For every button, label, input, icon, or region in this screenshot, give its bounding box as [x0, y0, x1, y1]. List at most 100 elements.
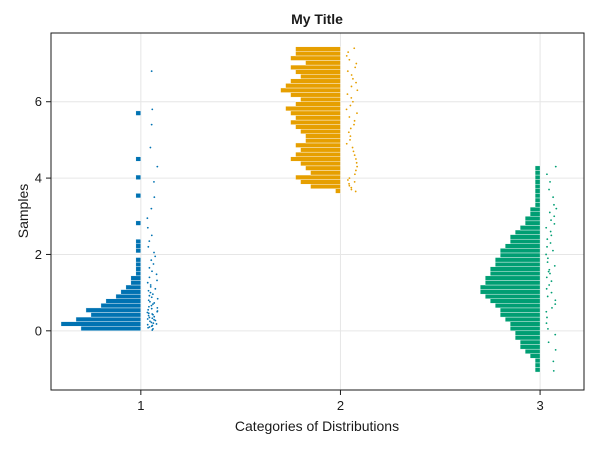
jitter-point: [545, 226, 548, 229]
jitter-point: [348, 58, 351, 61]
jitter-point: [151, 324, 154, 327]
histogram-bar: [484, 275, 541, 281]
histogram-bar: [504, 316, 541, 322]
jitter-point: [151, 313, 154, 315]
jitter-point: [149, 320, 151, 323]
histogram-bar: [499, 248, 541, 254]
jitter-point: [353, 173, 356, 176]
histogram-bar: [135, 193, 142, 199]
histogram-bar: [290, 64, 341, 70]
histogram-bar: [135, 243, 142, 249]
histogram-bar: [479, 284, 541, 290]
jitter-point: [153, 302, 156, 304]
histogram-bar: [300, 96, 341, 102]
jitter-point: [347, 179, 349, 181]
jitter-point: [349, 139, 351, 141]
y-tick-label: 6: [35, 94, 42, 109]
histogram-bar: [290, 156, 341, 162]
histogram-bar: [534, 183, 541, 189]
histogram-bar: [135, 266, 142, 272]
y-tick-label: 2: [35, 247, 42, 262]
jitter-point: [549, 242, 552, 244]
histogram-bar: [529, 211, 541, 217]
jitter-point: [352, 77, 354, 80]
jitter-point: [148, 316, 151, 319]
jitter-points: [146, 47, 558, 372]
jitter-point: [153, 318, 155, 321]
jitter-point: [546, 245, 548, 248]
histogram-bar: [534, 358, 541, 364]
axis-ticks: 1 2 3 0 2 4 6: [35, 94, 544, 413]
jitter-point: [353, 47, 356, 50]
histogram-bar: [280, 87, 341, 93]
histogram-bar: [135, 248, 142, 254]
histogram-bar: [120, 289, 142, 295]
histogram-bar: [290, 110, 341, 116]
jitter-point: [547, 328, 549, 330]
x-axis-label: Categories of Distributions: [235, 418, 399, 434]
jitter-point: [356, 112, 358, 115]
histogram-bar: [479, 289, 541, 295]
jitter-point: [147, 308, 150, 311]
histogram-bar: [290, 119, 341, 125]
histogram-bar: [285, 106, 341, 112]
jitter-point: [546, 316, 548, 319]
histogram-bar: [295, 151, 341, 157]
histogram-bar: [290, 92, 341, 98]
histogram-bar: [524, 220, 541, 226]
histogram-bar: [135, 238, 142, 244]
histogram-bar: [494, 261, 541, 267]
jitter-point: [555, 207, 558, 210]
histogram-bar: [75, 316, 142, 322]
jitter-point: [545, 253, 547, 256]
jitter-point: [152, 322, 155, 325]
histogram-bar: [100, 303, 142, 309]
histogram-bar: [310, 170, 341, 176]
jitter-point: [352, 100, 354, 103]
y-tick-label: 4: [35, 171, 42, 186]
jitter-point: [150, 296, 153, 299]
jitter-point: [551, 307, 553, 309]
histogram-bar: [489, 271, 541, 277]
histogram-bar: [534, 362, 541, 368]
histogram-bar: [534, 197, 541, 203]
histogram-bar: [499, 312, 541, 318]
jitter-point: [349, 135, 352, 137]
jitter-point: [151, 317, 154, 320]
jitter-point: [553, 223, 556, 225]
histogram-bar: [514, 229, 541, 235]
jitter-point: [548, 188, 550, 191]
histogram-bar: [295, 69, 341, 75]
jitter-point: [151, 303, 154, 305]
jitter-point: [546, 173, 548, 176]
jitter-point: [150, 70, 153, 73]
histogram-bar: [135, 271, 142, 277]
jitter-point: [554, 303, 557, 305]
jitter-point: [150, 207, 153, 210]
jitter-point: [554, 165, 557, 168]
jitter-point: [353, 123, 355, 126]
jitter-point: [150, 321, 153, 324]
jitter-point: [545, 276, 548, 279]
jitter-point: [147, 289, 150, 292]
jitter-point: [154, 319, 157, 322]
histogram-bar: [494, 303, 541, 309]
jitter-point: [356, 165, 359, 168]
histogram-bar: [125, 284, 142, 290]
jitter-point: [554, 299, 557, 302]
histogram-bar: [524, 348, 541, 354]
histogram-bar: [489, 298, 541, 304]
jitter-point: [148, 240, 151, 242]
jitter-point: [553, 203, 555, 206]
jitter-point: [155, 323, 158, 325]
histogram-bar: [509, 238, 541, 244]
histogram-bar: [529, 353, 541, 359]
y-axis-label: Samples: [15, 184, 31, 238]
jitter-point: [149, 284, 152, 286]
jitter-point: [346, 93, 349, 95]
jitter-point: [552, 249, 554, 252]
jitter-point: [156, 165, 159, 168]
x-tick-label: 2: [337, 398, 344, 413]
jitter-point: [149, 300, 151, 303]
jitter-point: [346, 70, 349, 73]
